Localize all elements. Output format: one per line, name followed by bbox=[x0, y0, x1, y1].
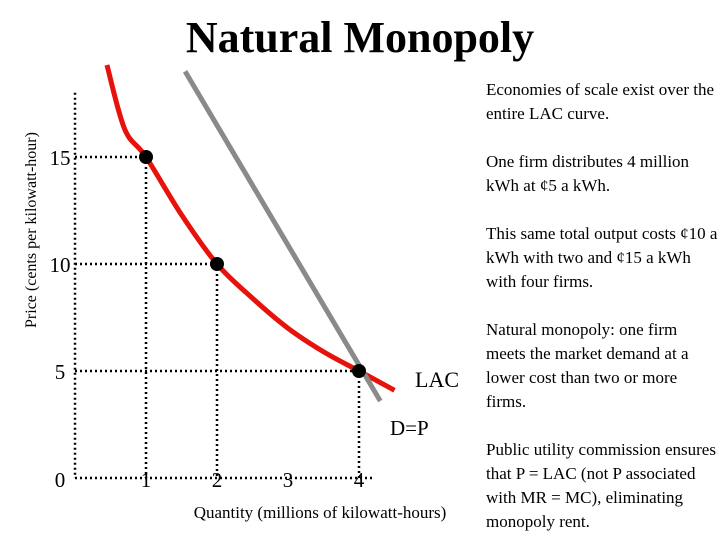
y-tick-label-10: 10 bbox=[50, 253, 71, 277]
note-same-output: This same total output costs ¢10 a kWh w… bbox=[486, 224, 718, 291]
x-axis-label: Quantity (millions of kilowatt-hours) bbox=[194, 503, 447, 522]
points-layer bbox=[139, 150, 366, 378]
series-label-lac: LAC bbox=[415, 367, 459, 392]
y-tick-label-15: 15 bbox=[50, 146, 71, 170]
series-layer bbox=[104, 64, 396, 403]
data-point-2 bbox=[352, 364, 366, 378]
series-label-demand: D=P bbox=[390, 416, 429, 440]
x-tick-label-0: 0 bbox=[55, 468, 66, 492]
series-line-lac bbox=[104, 64, 396, 393]
note-economies-of-scale: Economies of scale exist over the entire… bbox=[486, 80, 715, 123]
ticks-layer: LAC D=P 15 10 5 0 1 2 3 4 bbox=[50, 146, 460, 492]
data-point-0 bbox=[139, 150, 153, 164]
data-point-1 bbox=[210, 257, 224, 271]
guide-lines bbox=[75, 155, 361, 478]
note-one-firm: One firm distributes 4 million kWh at ¢5… bbox=[486, 152, 690, 195]
axes bbox=[73, 92, 375, 480]
chart-title: Natural Monopoly bbox=[185, 13, 535, 62]
note-public-utility: Public utility commission ensures that P… bbox=[486, 440, 716, 531]
note-natural-monopoly: Natural monopoly: one firm meets the mar… bbox=[486, 320, 689, 411]
x-tick-label-4: 4 bbox=[354, 468, 365, 492]
series-line-d-p bbox=[182, 70, 383, 403]
x-tick-label-2: 2 bbox=[212, 468, 223, 492]
x-tick-label-3: 3 bbox=[283, 468, 294, 492]
y-tick-label-5: 5 bbox=[55, 360, 66, 384]
x-tick-label-1: 1 bbox=[141, 468, 152, 492]
